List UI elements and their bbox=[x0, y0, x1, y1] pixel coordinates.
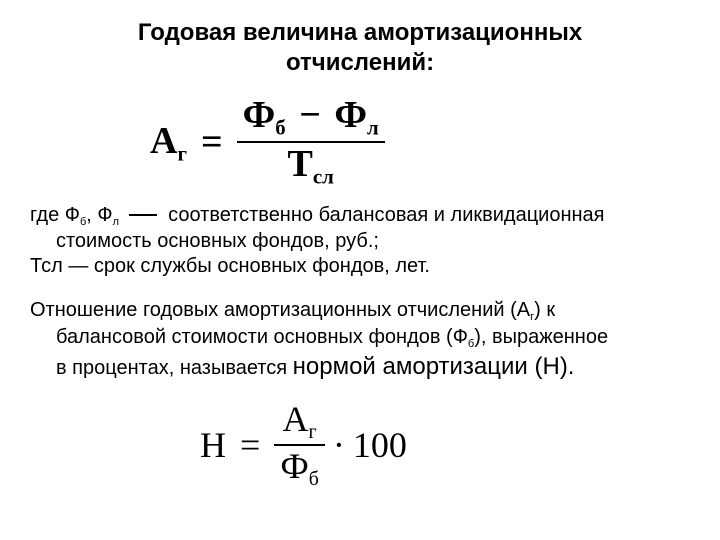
title-line-2: отчислений: bbox=[286, 49, 434, 76]
hundred: 100 bbox=[353, 424, 407, 466]
norm-term: нормой амортизации (Н). bbox=[293, 353, 575, 380]
formula1-lhs: Аг bbox=[150, 119, 187, 166]
formula2-denominator: Фб bbox=[274, 448, 325, 490]
formula1-denominator: Тсл bbox=[281, 145, 339, 188]
formula-2-container: Н = Аг Фб · 100 bbox=[30, 401, 690, 490]
slide-title: Годовая величина амортизационных отчисле… bbox=[30, 18, 690, 78]
formula-2: Н = Аг Фб · 100 bbox=[200, 401, 690, 490]
title-line-1: Годовая величина амортизационных bbox=[138, 19, 582, 46]
para-line-3: в процентах, называется нормой амортизац… bbox=[30, 351, 690, 382]
def-line-3: Тсл — срок службы основных фондов, лет. bbox=[30, 254, 690, 279]
formula2-fraction: Аг Фб bbox=[274, 401, 325, 490]
formula2-numerator: Аг bbox=[277, 401, 323, 443]
formula1-numerator: Фб − Фл bbox=[237, 96, 385, 139]
equals-sign-2: = bbox=[226, 424, 274, 466]
para-line-1: Отношение годовых амортизационных отчисл… bbox=[30, 297, 690, 324]
definitions-block: где Фб, Фл соответственно балансовая и л… bbox=[30, 203, 690, 280]
formula-1: Аг = Фб − Фл Тсл bbox=[150, 96, 690, 189]
def-line-1: где Фб, Фл соответственно балансовая и л… bbox=[30, 203, 690, 230]
equals-sign: = bbox=[187, 120, 237, 164]
multiply-dot: · bbox=[325, 424, 353, 466]
para-line-2: балансовой стоимости основных фондов (Фб… bbox=[30, 324, 690, 351]
long-dash-icon bbox=[129, 214, 157, 216]
formula1-fraction: Фб − Фл Тсл bbox=[237, 96, 385, 189]
slide-page: Годовая величина амортизационных отчисле… bbox=[0, 0, 720, 514]
formula2-lhs: Н bbox=[200, 424, 226, 466]
formula-1-container: Аг = Фб − Фл Тсл bbox=[30, 96, 690, 189]
def-line-2: стоимость основных фондов, руб.; bbox=[30, 229, 690, 254]
paragraph-block: Отношение годовых амортизационных отчисл… bbox=[30, 297, 690, 382]
